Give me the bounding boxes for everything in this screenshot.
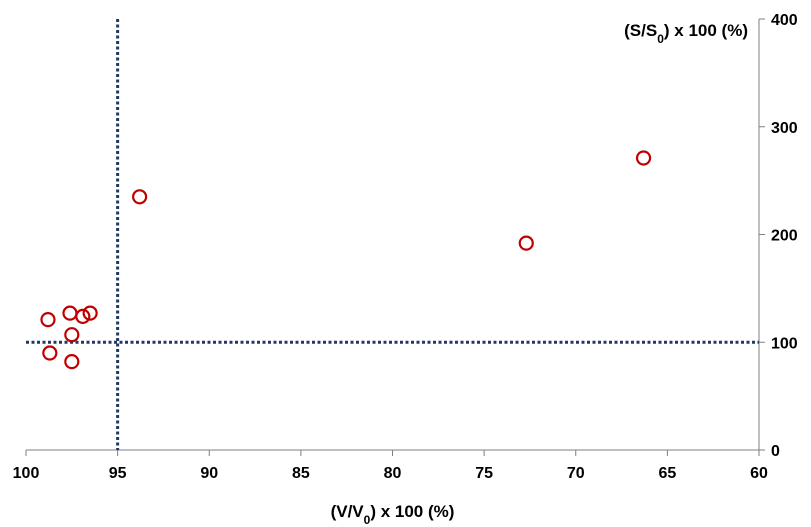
data-point [64, 354, 80, 370]
x-tick-label: 80 [384, 465, 402, 482]
x-tick-label: 75 [475, 465, 493, 482]
axes [25, 18, 765, 456]
data-point [75, 308, 91, 324]
data-point [62, 305, 78, 321]
x-axis-title: (V/V0) x 100 (%) [331, 502, 455, 527]
x-tick-label: 85 [292, 465, 310, 482]
data-point [635, 150, 652, 166]
x-tick-label: 90 [200, 465, 218, 482]
data-points [40, 150, 652, 370]
y-tick-label: 200 [771, 228, 798, 245]
data-point [42, 345, 58, 361]
x-tick-label: 60 [750, 465, 768, 482]
y-tick-label: 400 [771, 12, 798, 29]
y-tick-label: 0 [771, 443, 780, 460]
y-tick-label: 300 [771, 120, 798, 137]
reference-lines [26, 19, 759, 450]
x-tick-label: 95 [109, 465, 127, 482]
y-axis-title: (S/S0) x 100 (%) [624, 21, 748, 46]
data-point [132, 189, 148, 205]
tick-labels: 100 95 90 85 80 75 70 65 600 100 200 300 400 [13, 12, 798, 482]
data-point [40, 312, 56, 328]
data-point [518, 235, 534, 251]
x-tick-label: 70 [567, 465, 585, 482]
data-point [82, 305, 98, 321]
x-tick-label: 100 [13, 465, 40, 482]
data-point [64, 327, 80, 343]
x-tick-label: 65 [658, 465, 676, 482]
y-tick-label: 100 [771, 335, 798, 352]
